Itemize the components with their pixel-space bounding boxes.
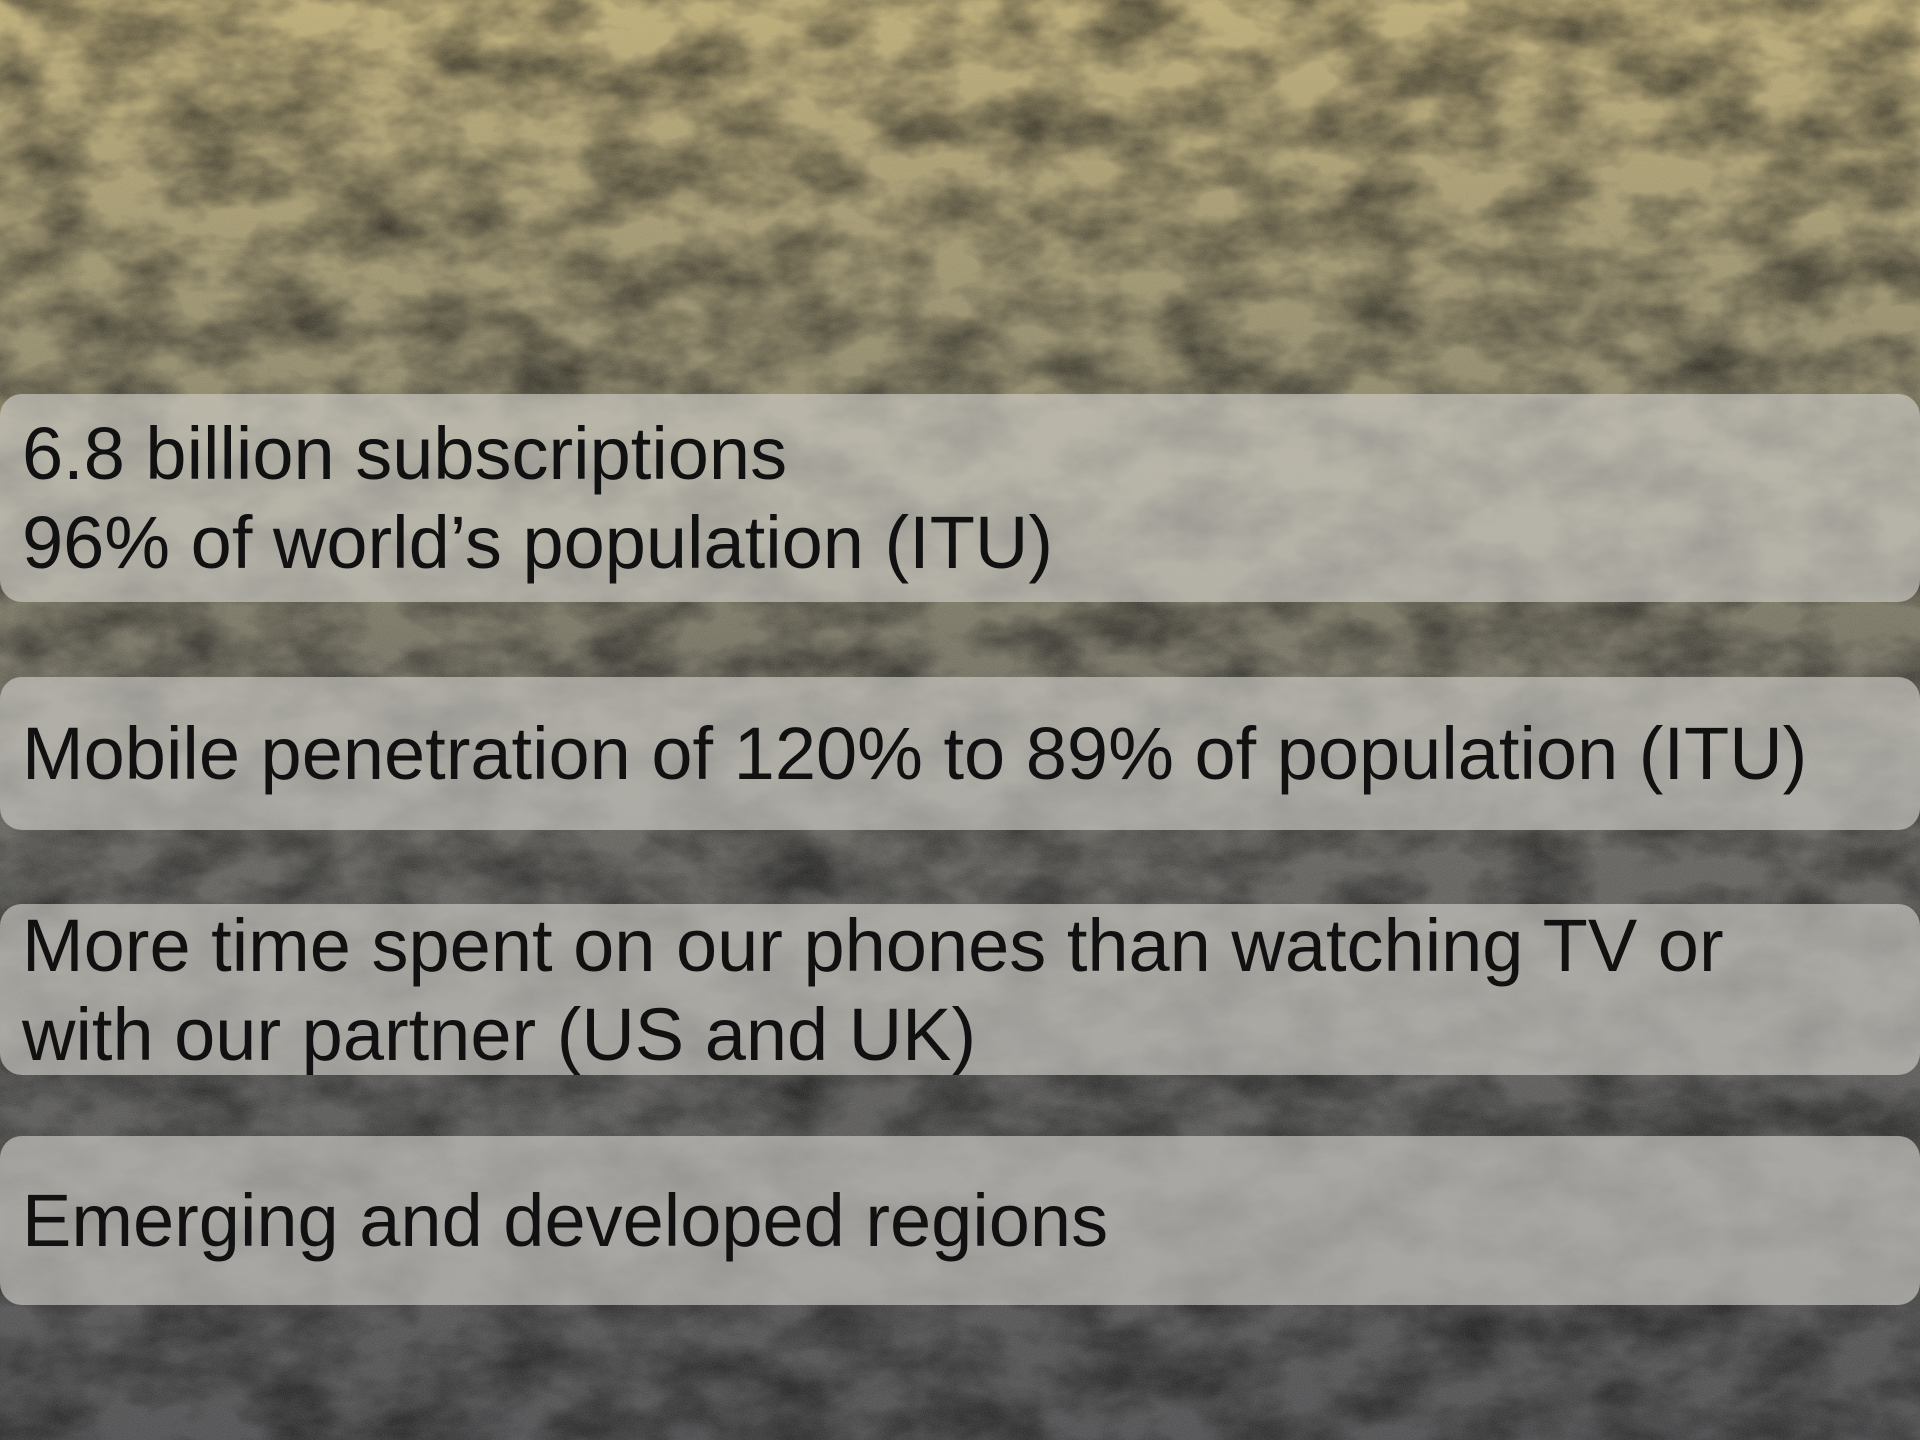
bullet-box: More time spent on our phones than watch… xyxy=(0,904,1920,1075)
bullet-text: 96% of world’s population (ITU) xyxy=(22,498,1920,587)
bullet-text: with our partner (US and UK) xyxy=(22,990,1920,1076)
bullet-box: Emerging and developed regions xyxy=(0,1136,1920,1305)
bullet-text: More time spent on our phones than watch… xyxy=(22,904,1920,990)
bullet-text: 6.8 billion subscriptions xyxy=(22,409,1920,498)
bullet-box: Mobile penetration of 120% to 89% of pop… xyxy=(0,677,1920,830)
bullet-text: Emerging and developed regions xyxy=(22,1176,1920,1265)
slide: {"bullets": [ {"lines": ["6.8 billion su… xyxy=(0,0,1920,1440)
bullet-text: Mobile penetration of 120% to 89% of pop… xyxy=(22,709,1920,798)
